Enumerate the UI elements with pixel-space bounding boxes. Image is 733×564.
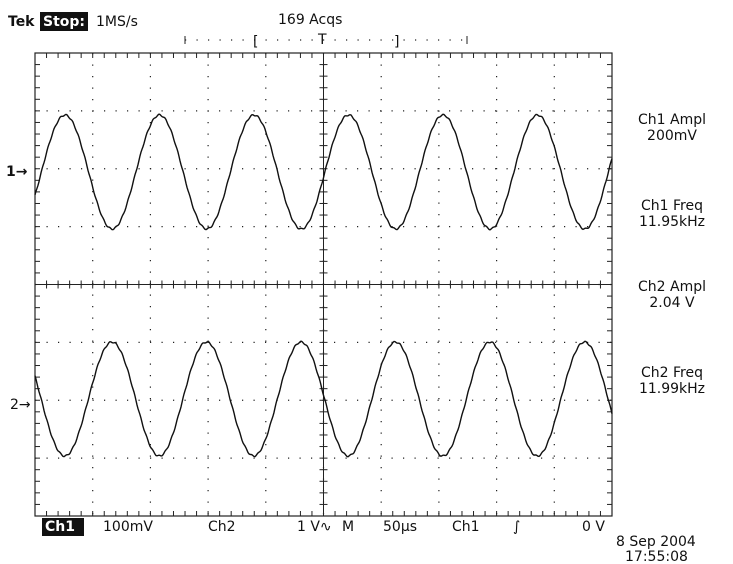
- timebase: 50µs: [383, 519, 417, 535]
- bracket: ]: [394, 34, 399, 50]
- brand: Tek: [8, 14, 35, 30]
- measurement-label: Ch2 Ampl: [638, 279, 706, 295]
- status-box: [40, 12, 88, 31]
- acquisitions: 169 Acqs: [278, 12, 342, 28]
- graticule: [34, 52, 613, 517]
- measurement-value: 200mV: [647, 128, 697, 144]
- trigger-slope: ∫: [513, 519, 520, 535]
- channel-marker: 1→: [6, 164, 28, 180]
- trigger-level: 0 V: [582, 519, 605, 535]
- ch2-scale: 1 V∿: [297, 519, 332, 535]
- measurement-value: 2.04 V: [649, 295, 695, 311]
- status: Stop:: [43, 14, 85, 30]
- bracket: [: [253, 34, 258, 50]
- channel-marker: 2→: [10, 397, 31, 413]
- waveform: [34, 340, 613, 458]
- trigger-source: Ch1: [452, 519, 480, 535]
- measurement-label: Ch1 Ampl: [638, 112, 706, 128]
- footer-ch2: Ch2: [208, 519, 236, 535]
- ch1-scale: 100mV: [103, 519, 153, 535]
- measurement-value: 11.95kHz: [639, 214, 705, 230]
- trigger-marker: T: [317, 32, 327, 48]
- measurement-label: Ch2 Freq: [641, 365, 703, 381]
- footer-ch1: Ch1: [45, 519, 75, 535]
- measurement-label: Ch1 Freq: [641, 198, 703, 214]
- measurement-value: 11.99kHz: [639, 381, 705, 397]
- sample-rate: 1MS/s: [96, 14, 138, 30]
- date: 8 Sep 2004: [616, 534, 696, 550]
- time: 17:55:08: [625, 549, 688, 564]
- waveform: [34, 113, 613, 231]
- timebase-label: M: [342, 519, 354, 535]
- ch1-box: [42, 518, 84, 536]
